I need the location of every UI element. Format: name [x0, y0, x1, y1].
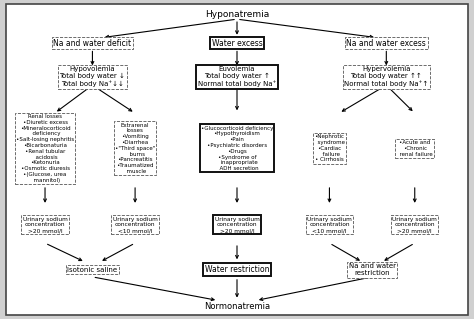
Text: Urinary sodium
concentration
<10 mmol/l: Urinary sodium concentration <10 mmol/l [307, 217, 352, 233]
Text: Hypervolemia
Total body water ↑↑
Normal total body Na⁺↑: Hypervolemia Total body water ↑↑ Normal … [344, 66, 428, 87]
FancyBboxPatch shape [6, 4, 468, 315]
Text: Urinary sodium
concentration
>20 mmol/l: Urinary sodium concentration >20 mmol/l [23, 217, 67, 233]
Text: Hyponatremia: Hyponatremia [205, 10, 269, 19]
Text: Normonatremia: Normonatremia [204, 302, 270, 311]
Text: •Glucocorticoid deficiency
•Hypothyroidism
•Pain
•Psychiatric disorders
•Drugs
•: •Glucocorticoid deficiency •Hypothyroidi… [201, 126, 273, 171]
Text: Urinary sodium
concentration
>20 mmol/l: Urinary sodium concentration >20 mmol/l [392, 217, 437, 233]
Text: Water restriction: Water restriction [205, 265, 269, 274]
Text: Renal losses
•Diuretic excess
•Mineralocorticoid
  deficiency
•Salt-losing nephr: Renal losses •Diuretic excess •Mineraloc… [16, 114, 74, 183]
Text: Na and water excess: Na and water excess [346, 39, 426, 48]
Text: Na and water deficit: Na and water deficit [54, 39, 131, 48]
Text: •Acute and
•Chronic
  renal failure: •Acute and •Chronic renal failure [396, 140, 433, 157]
Text: Na and water
restriction: Na and water restriction [348, 263, 396, 276]
Text: Urinary sodium
concentration
>20 mmol/l: Urinary sodium concentration >20 mmol/l [215, 217, 259, 233]
Text: Water excess: Water excess [211, 39, 263, 48]
Text: Extrarenal
losses
•Vomiting
•Diarrhea
•"Third space"
  burns
•Pancreatitis
•Trau: Extrarenal losses •Vomiting •Diarrhea •"… [115, 122, 155, 174]
Text: Hypovolemia
Total body water ↓
Total body Na⁺↓↓: Hypovolemia Total body water ↓ Total bod… [60, 66, 125, 87]
Text: Urinary sodium
concentration
<10 mmol/l: Urinary sodium concentration <10 mmol/l [113, 217, 157, 233]
Text: Isotonic saline: Isotonic saline [67, 267, 118, 272]
Text: Euvolemia
Total body water ↑
Normal total body Na⁺: Euvolemia Total body water ↑ Normal tota… [198, 66, 276, 87]
Text: •Nephrotic
  syndrome
•Cardiac
  failure
• Cirrhosis: •Nephrotic syndrome •Cardiac failure • C… [314, 134, 345, 162]
